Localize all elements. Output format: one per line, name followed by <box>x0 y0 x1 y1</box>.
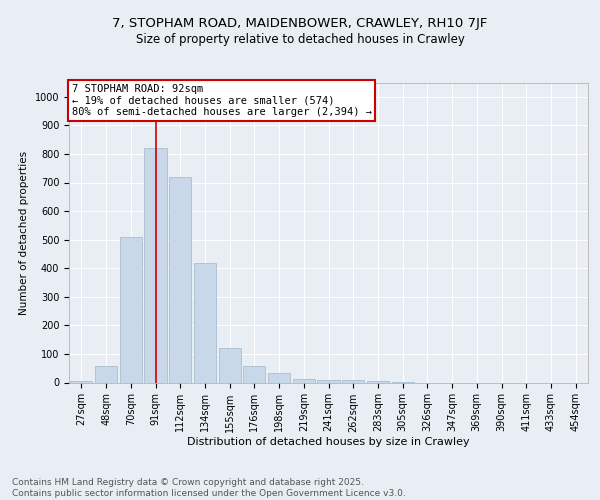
Bar <box>145 148 167 382</box>
Bar <box>293 379 315 382</box>
Text: 7, STOPHAM ROAD, MAIDENBOWER, CRAWLEY, RH10 7JF: 7, STOPHAM ROAD, MAIDENBOWER, CRAWLEY, R… <box>112 18 488 30</box>
Bar <box>119 237 142 382</box>
Text: 7 STOPHAM ROAD: 92sqm
← 19% of detached houses are smaller (574)
80% of semi-det: 7 STOPHAM ROAD: 92sqm ← 19% of detached … <box>71 84 371 117</box>
Bar <box>95 366 117 382</box>
Y-axis label: Number of detached properties: Number of detached properties <box>19 150 29 314</box>
Text: Contains HM Land Registry data © Crown copyright and database right 2025.
Contai: Contains HM Land Registry data © Crown c… <box>12 478 406 498</box>
Bar <box>268 372 290 382</box>
Bar <box>367 381 389 382</box>
Text: Size of property relative to detached houses in Crawley: Size of property relative to detached ho… <box>136 32 464 46</box>
Bar <box>169 177 191 382</box>
X-axis label: Distribution of detached houses by size in Crawley: Distribution of detached houses by size … <box>187 437 470 447</box>
Bar <box>218 348 241 382</box>
Bar <box>342 380 364 382</box>
Bar <box>317 380 340 382</box>
Bar <box>70 380 92 382</box>
Bar <box>243 366 265 382</box>
Bar <box>194 262 216 382</box>
